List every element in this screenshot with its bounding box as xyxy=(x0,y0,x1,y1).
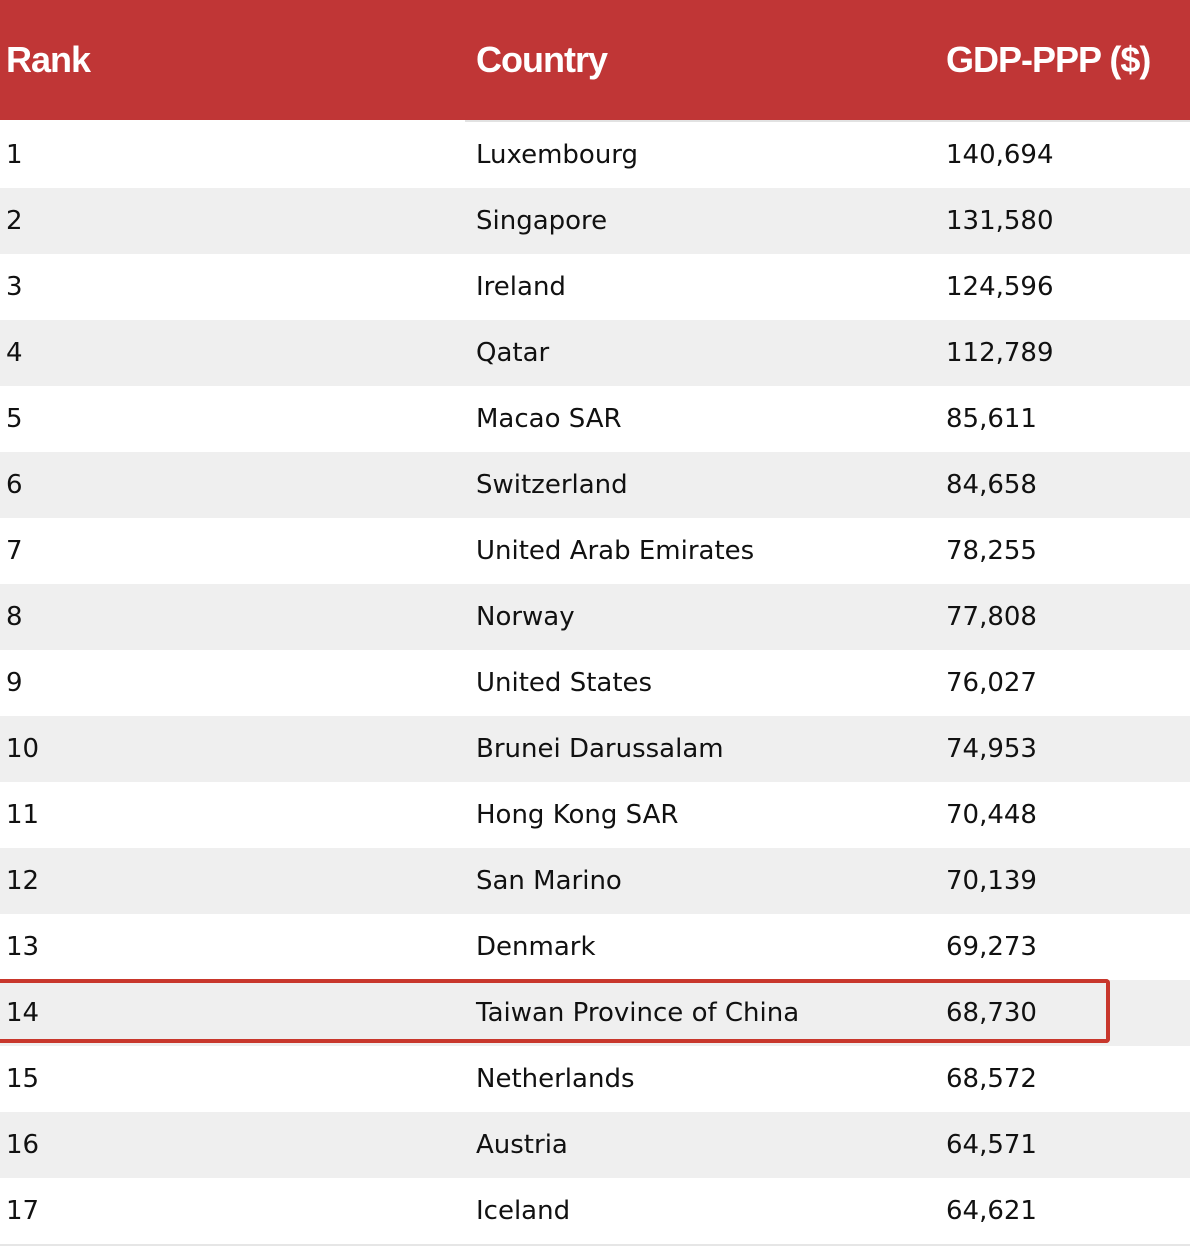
table-row: 8 Norway 77,808 xyxy=(0,584,1190,650)
gdp-ppp-cell: 74,953 xyxy=(946,734,1037,764)
table-row: 17 Iceland 64,621 xyxy=(0,1178,1190,1244)
gdp-ppp-cell: 70,448 xyxy=(946,800,1037,830)
country-cell: United States xyxy=(476,668,653,698)
country-cell: Switzerland xyxy=(476,470,628,500)
table-bottom-divider xyxy=(0,1244,1190,1246)
country-cell: San Marino xyxy=(476,866,622,896)
gdp-ppp-cell: 124,596 xyxy=(946,272,1054,302)
rank-cell: 6 xyxy=(6,470,23,500)
rank-cell: 1 xyxy=(6,140,23,170)
table-row: 16 Austria 64,571 xyxy=(0,1112,1190,1178)
rank-cell: 16 xyxy=(6,1130,40,1160)
rank-cell: 13 xyxy=(6,932,40,962)
country-cell: Taiwan Province of China xyxy=(476,998,800,1028)
rank-cell: 14 xyxy=(6,998,40,1028)
rank-cell: 12 xyxy=(6,866,40,896)
rank-cell: 5 xyxy=(6,404,23,434)
header-rank: Rank xyxy=(6,39,91,80)
gdp-ppp-cell: 70,139 xyxy=(946,866,1037,896)
table-body: 1 Luxembourg 140,694 2 Singapore 131,580 3 Irel… xyxy=(0,122,1190,1244)
table-row: 12 San Marino 70,139 xyxy=(0,848,1190,914)
gdp-ppp-cell: 131,580 xyxy=(946,206,1054,236)
rank-cell: 9 xyxy=(6,668,23,698)
country-cell: Iceland xyxy=(476,1196,571,1226)
rank-cell: 2 xyxy=(6,206,23,236)
rank-cell: 15 xyxy=(6,1064,40,1094)
rank-cell: 10 xyxy=(6,734,40,764)
country-cell: Denmark xyxy=(476,932,596,962)
country-cell: Ireland xyxy=(476,272,566,302)
country-cell: Austria xyxy=(476,1130,568,1160)
rank-cell: 11 xyxy=(6,800,40,830)
rank-cell: 4 xyxy=(6,338,23,368)
rank-cell: 3 xyxy=(6,272,23,302)
table-row: 5 Macao SAR 85,611 xyxy=(0,386,1190,452)
header-divider xyxy=(465,120,1190,122)
table-row: 7 United Arab Emirates 78,255 xyxy=(0,518,1190,584)
table-row: 4 Qatar 112,789 xyxy=(0,320,1190,386)
table-row: 2 Singapore 131,580 xyxy=(0,188,1190,254)
country-cell: Hong Kong SAR xyxy=(476,800,679,830)
header-country: Country xyxy=(476,39,608,80)
table-row: 14 Taiwan Province of China 68,730 xyxy=(0,980,1190,1046)
table-row: 3 Ireland 124,596 xyxy=(0,254,1190,320)
gdp-ppp-cell: 85,611 xyxy=(946,404,1037,434)
gdp-ppp-cell: 112,789 xyxy=(946,338,1054,368)
gdp-ppp-cell: 78,255 xyxy=(946,536,1037,566)
rank-cell: 8 xyxy=(6,602,23,632)
gdp-ppp-cell: 77,808 xyxy=(946,602,1037,632)
gdp-ppp-cell: 64,571 xyxy=(946,1130,1037,1160)
country-cell: Netherlands xyxy=(476,1064,635,1094)
table-row: 9 United States 76,027 xyxy=(0,650,1190,716)
country-cell: Brunei Darussalam xyxy=(476,734,724,764)
rank-cell: 7 xyxy=(6,536,23,566)
gdp-ppp-cell: 64,621 xyxy=(946,1196,1037,1226)
header-gdp-ppp: GDP-PPP ($) xyxy=(946,39,1151,80)
country-cell: Norway xyxy=(476,602,575,632)
country-cell: United Arab Emirates xyxy=(476,536,755,566)
gdp-ppp-cell: 140,694 xyxy=(946,140,1054,170)
country-cell: Macao SAR xyxy=(476,404,622,434)
table-row: 15 Netherlands 68,572 xyxy=(0,1046,1190,1112)
table-row: 6 Switzerland 84,658 xyxy=(0,452,1190,518)
table-row: 10 Brunei Darussalam 74,953 xyxy=(0,716,1190,782)
gdp-ppp-cell: 68,572 xyxy=(946,1064,1037,1094)
table-row: 1 Luxembourg 140,694 xyxy=(0,122,1190,188)
country-cell: Qatar xyxy=(476,338,550,368)
rank-cell: 17 xyxy=(6,1196,40,1226)
country-cell: Singapore xyxy=(476,206,608,236)
table-row: 13 Denmark 69,273 xyxy=(0,914,1190,980)
gdp-ppp-cell: 68,730 xyxy=(946,998,1037,1028)
country-cell: Luxembourg xyxy=(476,140,639,170)
gdp-ppp-cell: 69,273 xyxy=(946,932,1037,962)
gdp-ppp-cell: 76,027 xyxy=(946,668,1037,698)
gdp-ppp-cell: 84,658 xyxy=(946,470,1037,500)
table-header: Rank Country GDP-PPP ($) xyxy=(0,0,1190,120)
table-row: 11 Hong Kong SAR 70,448 xyxy=(0,782,1190,848)
